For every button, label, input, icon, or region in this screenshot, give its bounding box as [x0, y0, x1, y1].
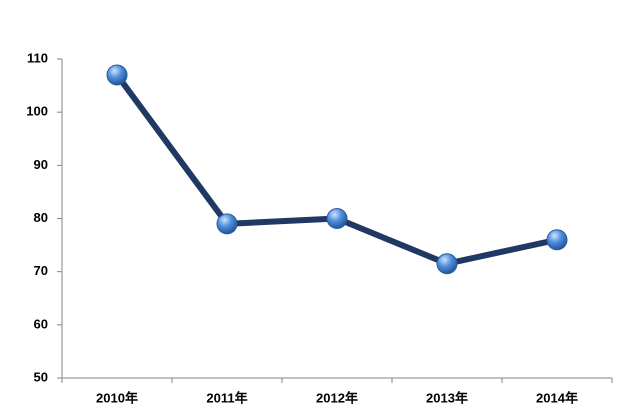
line: [114, 71, 560, 267]
marker: [436, 253, 458, 275]
y-tick-label: 70: [34, 263, 48, 278]
x-tick-label: 2011年: [206, 390, 247, 405]
marker: [546, 229, 568, 251]
marker: [106, 64, 128, 86]
x-tick-label: 2013年: [426, 390, 468, 405]
y-tick-label: 80: [34, 210, 48, 225]
marker: [326, 208, 348, 229]
marker: [216, 213, 238, 235]
x-tick-label: 2014年: [536, 390, 578, 405]
y-tick-label: 60: [34, 316, 48, 331]
y-tick-label: 90: [34, 157, 48, 172]
y-tick-label: 110: [27, 50, 48, 65]
x-tick-label: 2010年: [96, 390, 138, 405]
y-tick-label: 100: [26, 104, 48, 119]
y-tick-label: 50: [34, 369, 48, 384]
x-tick-label: 2012年: [316, 390, 358, 405]
